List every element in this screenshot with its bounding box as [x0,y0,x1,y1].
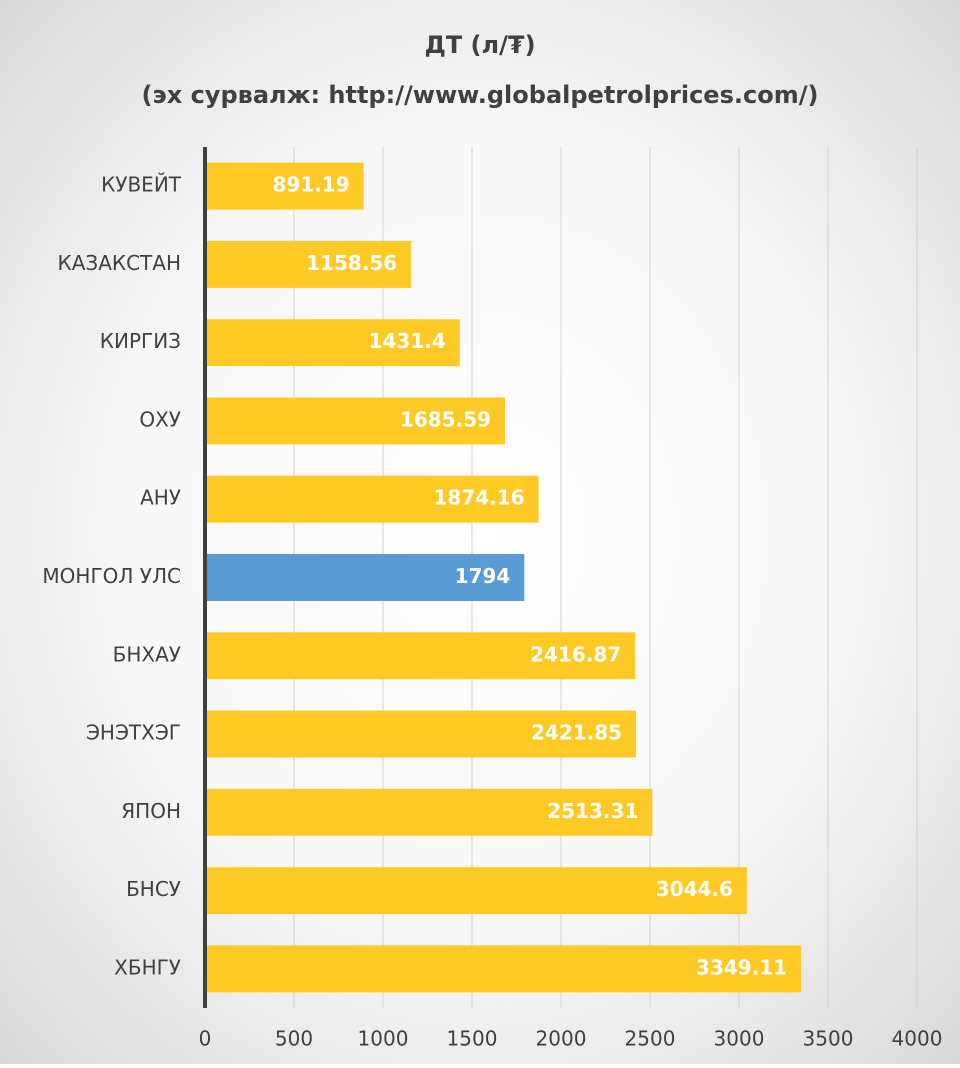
y-tick-label: ЭНЭТХЭГ [86,721,181,745]
bar [205,397,506,445]
data-label: 2421.85 [531,721,622,745]
bar [205,788,653,836]
chart-title: ДТ (л/₮) [424,31,535,59]
x-tick-label: 0 [199,1027,212,1051]
y-tick-label: ОХУ [139,407,181,431]
y-tick-label: ЯПОН [121,799,181,823]
bar [205,240,412,288]
y-tick-label: КИРГИЗ [100,329,181,353]
x-tick-label: 1500 [447,1027,498,1051]
x-tick-label: 4000 [892,1027,943,1051]
bar [205,945,802,993]
data-label: 1431.4 [369,329,446,353]
x-tick-label: 3500 [803,1027,854,1051]
y-tick-label: БНХАУ [113,642,181,666]
y-tick-label: ХБНГУ [114,955,181,979]
bar [205,867,747,915]
x-tick-label: 3000 [714,1027,765,1051]
bar [205,632,636,680]
data-label: 2416.87 [530,642,621,666]
x-tick-label: 2500 [625,1027,676,1051]
bar [205,162,364,210]
data-label: 1874.16 [434,486,525,510]
data-label: 1158.56 [306,251,397,275]
data-label: 1794 [455,564,511,588]
x-tick-label: 1000 [358,1027,409,1051]
bar [205,475,539,523]
data-label: 3044.6 [656,877,733,901]
y-tick-label: КУВЕЙТ [101,173,182,197]
x-tick-label: 2000 [536,1027,587,1051]
y-tick-label: АНУ [140,486,181,510]
x-tick-label: 500 [275,1027,313,1051]
y-tick-label: МОНГОЛ УЛС [42,564,181,588]
bar [205,554,525,601]
chart-subtitle: (эх сурвалж: http://www.globalpetrolpric… [142,81,819,109]
data-label: 1685.59 [400,407,491,431]
y-tick-label: БНСУ [126,877,181,901]
y-tick-label: КАЗАКСТАН [58,251,182,275]
bar [205,710,637,758]
data-label: 2513.31 [547,799,638,823]
bar [205,319,460,367]
data-label: 891.19 [272,173,349,197]
data-label: 3349.11 [696,955,787,979]
